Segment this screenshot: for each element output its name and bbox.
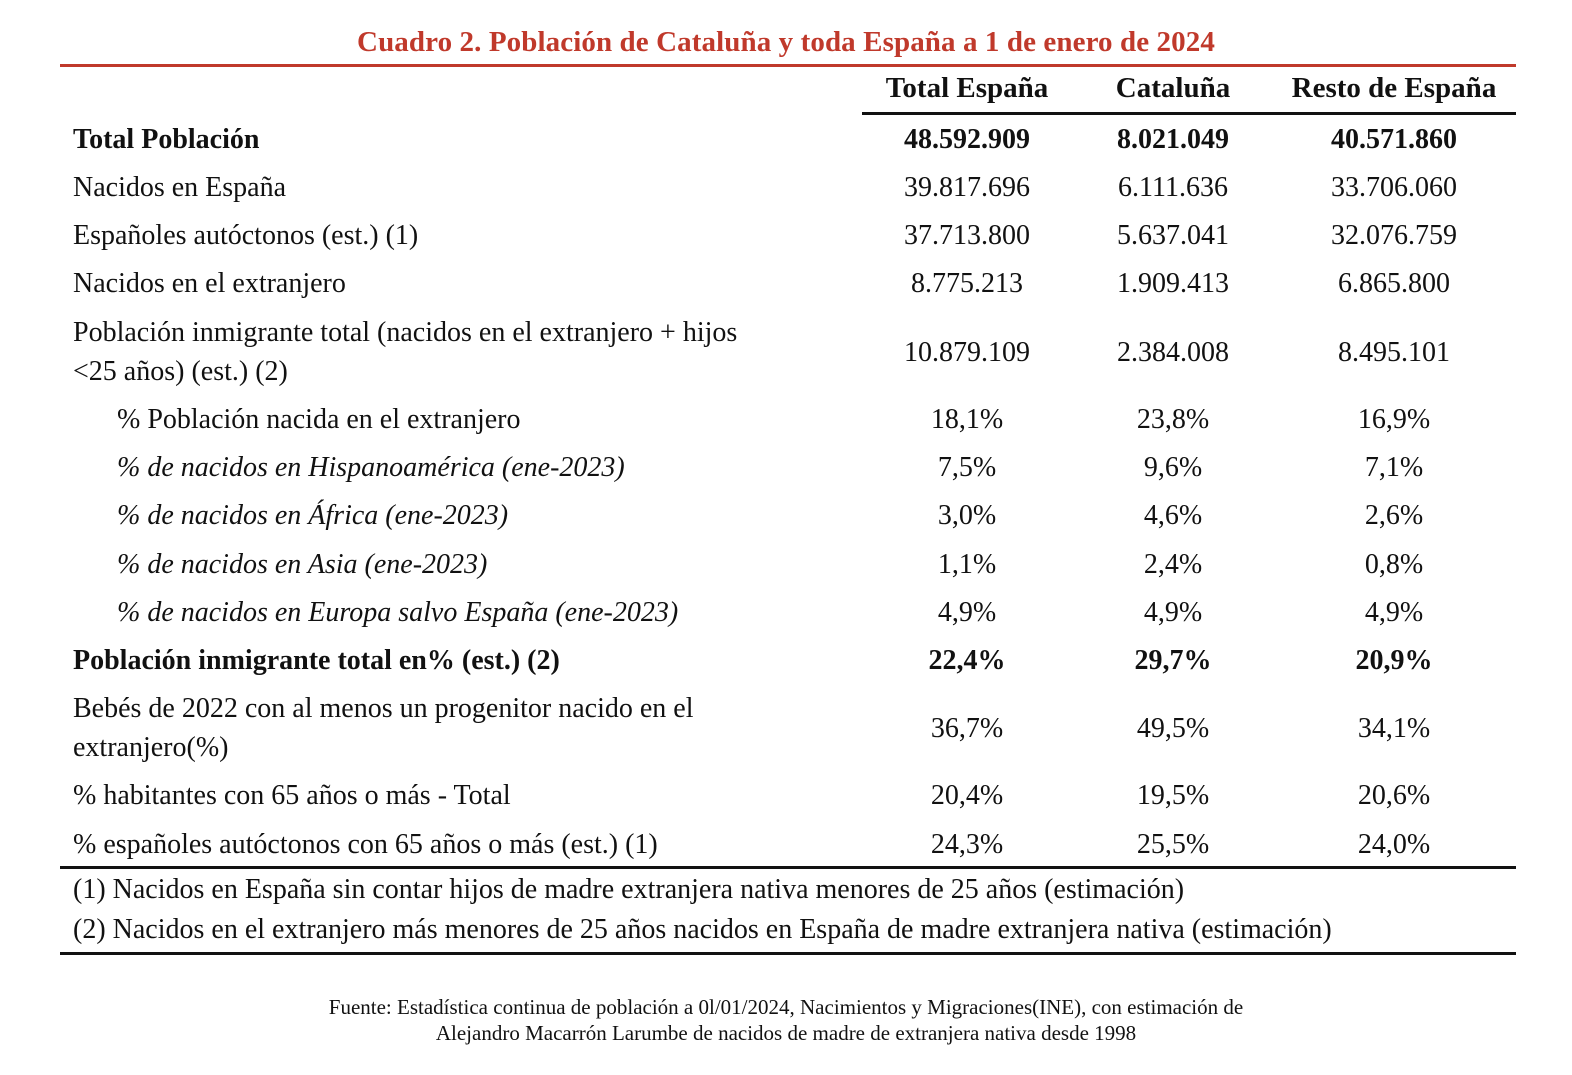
- cell-total-espana: 36,7%: [930, 713, 1004, 744]
- row-label: Población inmigrante total (nacidos en e…: [73, 317, 738, 387]
- cell-total-espana: 24,3%: [930, 829, 1004, 860]
- row-label: % de nacidos en Hispanoamérica (ene-2023…: [117, 452, 625, 483]
- cell-cataluna: 25,5%: [1136, 829, 1210, 860]
- cell-resto-espana: 40.571.860: [1331, 124, 1457, 155]
- cell-total-espana: 37.713.800: [904, 220, 1030, 251]
- table-row: Nacidos en España 39.817.696 6.111.636 3…: [0, 168, 1572, 207]
- header-cataluna: Cataluña: [1115, 72, 1231, 104]
- cell-cataluna: 6.111.636: [1118, 172, 1228, 203]
- cell-cataluna: 1.909.413: [1117, 268, 1229, 299]
- row-label: % habitantes con 65 años o más - Total: [73, 780, 511, 811]
- cell-resto-espana: 20,9%: [1355, 645, 1433, 676]
- table-row: % de nacidos en Asia (ene-2023) 1,1% 2,4…: [0, 545, 1572, 584]
- cell-total-espana: 39.817.696: [904, 172, 1030, 203]
- footnote-1: (1) Nacidos en España sin contar hijos d…: [73, 874, 1185, 905]
- source-line-1: Fuente: Estadística continua de població…: [328, 995, 1244, 1019]
- row-label: % Población nacida en el extranjero: [117, 404, 521, 435]
- table-title: Cuadro 2. Población de Cataluña y toda E…: [357, 26, 1215, 58]
- table-row: Nacidos en el extranjero 8.775.213 1.909…: [0, 264, 1572, 303]
- table-row: % españoles autóctonos con 65 años o más…: [0, 825, 1572, 864]
- row-label: Población inmigrante total en% (est.) (2…: [73, 645, 560, 676]
- cell-total-espana: 8.775.213: [911, 268, 1023, 299]
- cell-cataluna: 29,7%: [1134, 645, 1212, 676]
- cell-resto-espana: 20,6%: [1357, 780, 1431, 811]
- row-label: Bebés de 2022 con al menos un progenitor…: [73, 693, 694, 763]
- table-row: Total Población 48.592.909 8.021.049 40.…: [0, 120, 1572, 159]
- row-label: Españoles autóctonos (est.) (1): [73, 220, 419, 251]
- table-row: % de nacidos en África (ene-2023) 3,0% 4…: [0, 496, 1572, 535]
- cell-resto-espana: 16,9%: [1357, 404, 1431, 435]
- cell-total-espana: 20,4%: [930, 780, 1004, 811]
- cell-total-espana: 3,0%: [937, 500, 997, 531]
- table-row: % de nacidos en Hispanoamérica (ene-2023…: [0, 448, 1572, 487]
- cell-total-espana: 1,1%: [937, 549, 997, 580]
- table-row: % habitantes con 65 años o más - Total 2…: [0, 776, 1572, 815]
- cell-resto-espana: 8.495.101: [1338, 337, 1450, 368]
- cell-cataluna: 2,4%: [1143, 549, 1203, 580]
- cell-total-espana: 18,1%: [930, 404, 1004, 435]
- table-row: % de nacidos en Europa salvo España (ene…: [0, 593, 1572, 632]
- table-row: Población inmigrante total (nacidos en e…: [0, 313, 1572, 391]
- cell-total-espana: 22,4%: [928, 645, 1006, 676]
- cell-total-espana: 4,9%: [937, 597, 997, 628]
- cell-total-espana: 7,5%: [937, 452, 997, 483]
- row-label: % de nacidos en África (ene-2023): [117, 500, 509, 531]
- cell-resto-espana: 4,9%: [1364, 597, 1424, 628]
- row-label: % de nacidos en Asia (ene-2023): [117, 549, 488, 580]
- table-row: Bebés de 2022 con al menos un progenitor…: [0, 689, 1572, 767]
- header-rule: [862, 112, 1516, 115]
- footnotes-bottom-rule: [60, 952, 1516, 955]
- header-resto-espana: Resto de España: [1291, 72, 1497, 104]
- row-label: Nacidos en España: [73, 172, 287, 203]
- header-total-espana: Total España: [885, 72, 1049, 104]
- cell-cataluna: 23,8%: [1136, 404, 1210, 435]
- table-bottom-rule: [60, 866, 1516, 869]
- cell-resto-espana: 6.865.800: [1338, 268, 1450, 299]
- cell-cataluna: 9,6%: [1143, 452, 1203, 483]
- table-row: Españoles autóctonos (est.) (1) 37.713.8…: [0, 216, 1572, 255]
- cell-cataluna: 19,5%: [1136, 780, 1210, 811]
- source-note: Fuente: Estadística continua de població…: [0, 994, 1572, 1046]
- row-label: % de nacidos en Europa salvo España (ene…: [117, 597, 679, 628]
- cell-cataluna: 8.021.049: [1117, 124, 1229, 155]
- title-rule: [60, 64, 1516, 67]
- cell-resto-espana: 34,1%: [1357, 713, 1431, 744]
- cell-resto-espana: 24,0%: [1357, 829, 1431, 860]
- row-label: Total Población: [73, 124, 260, 155]
- cell-resto-espana: 0,8%: [1364, 549, 1424, 580]
- table-row: Población inmigrante total en% (est.) (2…: [0, 641, 1572, 680]
- cell-cataluna: 4,6%: [1143, 500, 1203, 531]
- source-line-2: Alejandro Macarrón Larumbe de nacidos de…: [435, 1021, 1137, 1045]
- cell-resto-espana: 7,1%: [1364, 452, 1424, 483]
- cell-cataluna: 5.637.041: [1117, 220, 1229, 251]
- cell-resto-espana: 2,6%: [1364, 500, 1424, 531]
- table-row: % Población nacida en el extranjero 18,1…: [0, 400, 1572, 439]
- cell-cataluna: 49,5%: [1136, 713, 1210, 744]
- cell-cataluna: 4,9%: [1143, 597, 1203, 628]
- row-label: % españoles autóctonos con 65 años o más…: [73, 829, 658, 860]
- row-label: Nacidos en el extranjero: [73, 268, 346, 299]
- cell-total-espana: 10.879.109: [904, 337, 1030, 368]
- cell-resto-espana: 33.706.060: [1331, 172, 1457, 203]
- cell-resto-espana: 32.076.759: [1331, 220, 1457, 251]
- footnote-2: (2) Nacidos en el extranjero más menores…: [73, 914, 1332, 945]
- cell-cataluna: 2.384.008: [1117, 337, 1229, 368]
- cell-total-espana: 48.592.909: [904, 124, 1030, 155]
